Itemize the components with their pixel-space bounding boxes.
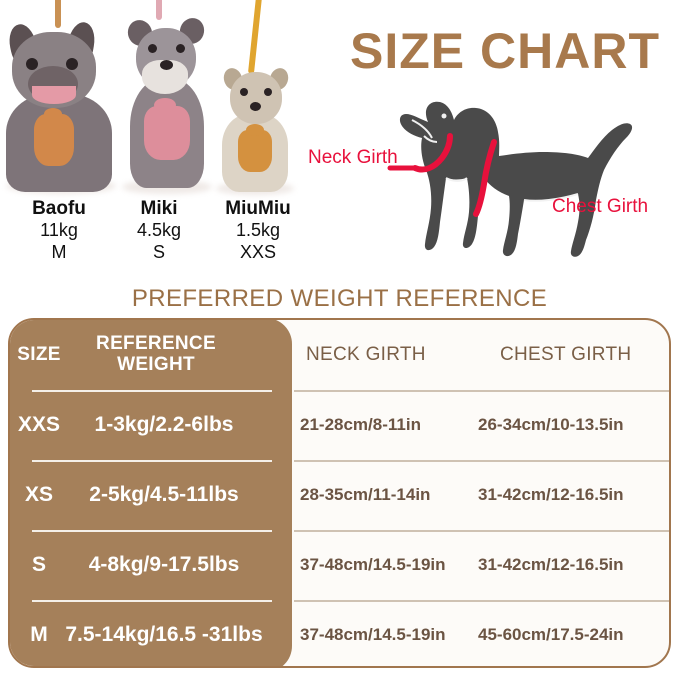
- row-divider: [10, 600, 669, 602]
- dog-eye-right: [264, 88, 272, 96]
- dog-eye-right: [176, 44, 185, 53]
- dog-silhouette-icon: [387, 101, 633, 257]
- cell-size: XS: [24, 483, 53, 506]
- cell-neck-girth: 21-28cm/8-11in: [300, 415, 421, 434]
- dog-eye-left: [148, 44, 157, 53]
- dog-weight: 4.5kg: [136, 220, 182, 241]
- cell-size: M: [30, 623, 48, 646]
- table-row: S 4-8kg/9-17.5lbs 37-48cm/14.5-19in 31-4…: [10, 530, 669, 600]
- cell-chest-girth: 45-60cm/17.5-24in: [478, 625, 624, 644]
- dog-photos-group: [0, 0, 320, 280]
- cell-reference-weight: 1-3kg/2.2-6lbs: [94, 413, 234, 437]
- header-reference-weight-line1: REFERENCE: [96, 333, 216, 355]
- cell-chest-girth: 26-34cm/10-13.5in: [478, 415, 624, 434]
- table-header-row: SIZE REFERENCE WEIGHT NECK GIRTH CHEST G…: [10, 320, 669, 390]
- cell-reference-weight: 7.5-14kg/16.5 -31lbs: [65, 623, 263, 647]
- measurement-diagram: Neck Girth Chest Girth: [300, 80, 679, 275]
- dog-label-miki: Miki 4.5kg S: [118, 198, 200, 263]
- dog-harness-ring: [246, 124, 264, 136]
- dog-photo-miki: [120, 14, 212, 194]
- dog-weight: 11kg: [40, 220, 78, 241]
- header-reference-weight-line2: WEIGHT: [117, 354, 195, 375]
- dog-eye-left: [26, 58, 38, 70]
- header-neck-girth: NECK GIRTH: [306, 344, 426, 365]
- dog-eye-left: [240, 88, 248, 96]
- dog-harness: [144, 106, 190, 160]
- dog-label-baofu: Baofu 11kg M: [0, 198, 118, 263]
- leash-miumiu: [247, 0, 263, 75]
- table-rows: SIZE REFERENCE WEIGHT NECK GIRTH CHEST G…: [10, 320, 669, 666]
- dog-name: Baofu: [32, 198, 86, 219]
- cell-neck-girth: 28-35cm/11-14in: [300, 485, 431, 504]
- dog-labels-row: Baofu 11kg M Miki 4.5kg S MiuMiu 1.5kg X…: [0, 198, 320, 263]
- header-reference-weight: REFERENCE WEIGHT: [58, 320, 284, 390]
- dog-head: [230, 72, 282, 124]
- dog-name: MiuMiu: [225, 198, 291, 219]
- neck-girth-label: Neck Girth: [308, 147, 398, 168]
- size-table: SIZE REFERENCE WEIGHT NECK GIRTH CHEST G…: [8, 318, 671, 668]
- dog-nose: [250, 102, 261, 111]
- cell-reference-weight: 4-8kg/9-17.5lbs: [88, 553, 240, 577]
- page-title: SIZE CHART: [350, 23, 660, 79]
- dog-name: Miki: [140, 198, 178, 219]
- row-divider: [10, 390, 669, 392]
- cell-chest-girth: 31-42cm/12-16.5in: [478, 555, 624, 574]
- row-divider: [10, 530, 669, 532]
- chest-girth-label: Chest Girth: [552, 196, 649, 217]
- cell-size: S: [31, 553, 46, 576]
- leash-baofu: [55, 0, 61, 28]
- dog-photo-miumiu: [214, 65, 296, 194]
- dog-eye-right: [66, 58, 78, 70]
- preferred-weight-reference-title: PREFERRED WEIGHT REFERENCE: [131, 285, 548, 312]
- dog-harness: [34, 114, 74, 166]
- cell-chest-girth: 31-42cm/12-16.5in: [478, 485, 624, 504]
- table-row: XXS 1-3kg/2.2-6lbs 21-28cm/8-11in 26-34c…: [10, 390, 669, 460]
- dog-size: M: [51, 241, 67, 262]
- cell-neck-girth: 37-48cm/14.5-19in: [300, 555, 446, 574]
- row-divider: [10, 460, 669, 462]
- dog-photo-baofu: [4, 18, 116, 193]
- dog-label-miumiu: MiuMiu 1.5kg XXS: [200, 198, 316, 263]
- cell-reference-weight: 2-5kg/4.5-11lbs: [89, 483, 239, 507]
- dog-size: XXS: [239, 241, 277, 262]
- dog-nose: [160, 60, 173, 70]
- dog-weight: 1.5kg: [235, 220, 281, 241]
- cell-size: XXS: [17, 413, 61, 436]
- dog-harness-ring: [44, 108, 62, 120]
- leash-miki: [156, 0, 162, 20]
- cell-neck-girth: 37-48cm/14.5-19in: [300, 625, 446, 644]
- table-brown-column: [10, 320, 292, 666]
- header-chest-girth: CHEST GIRTH: [500, 344, 632, 365]
- header-size: SIZE: [17, 344, 61, 365]
- dog-harness: [238, 130, 272, 172]
- dog-harness-ring: [154, 98, 176, 112]
- table-row: XS 2-5kg/4.5-11lbs 28-35cm/11-14in 31-42…: [10, 460, 669, 530]
- table-row: M 7.5-14kg/16.5 -31lbs 37-48cm/14.5-19in…: [10, 600, 669, 666]
- dog-size: S: [152, 241, 165, 262]
- dog-tongue: [32, 86, 76, 104]
